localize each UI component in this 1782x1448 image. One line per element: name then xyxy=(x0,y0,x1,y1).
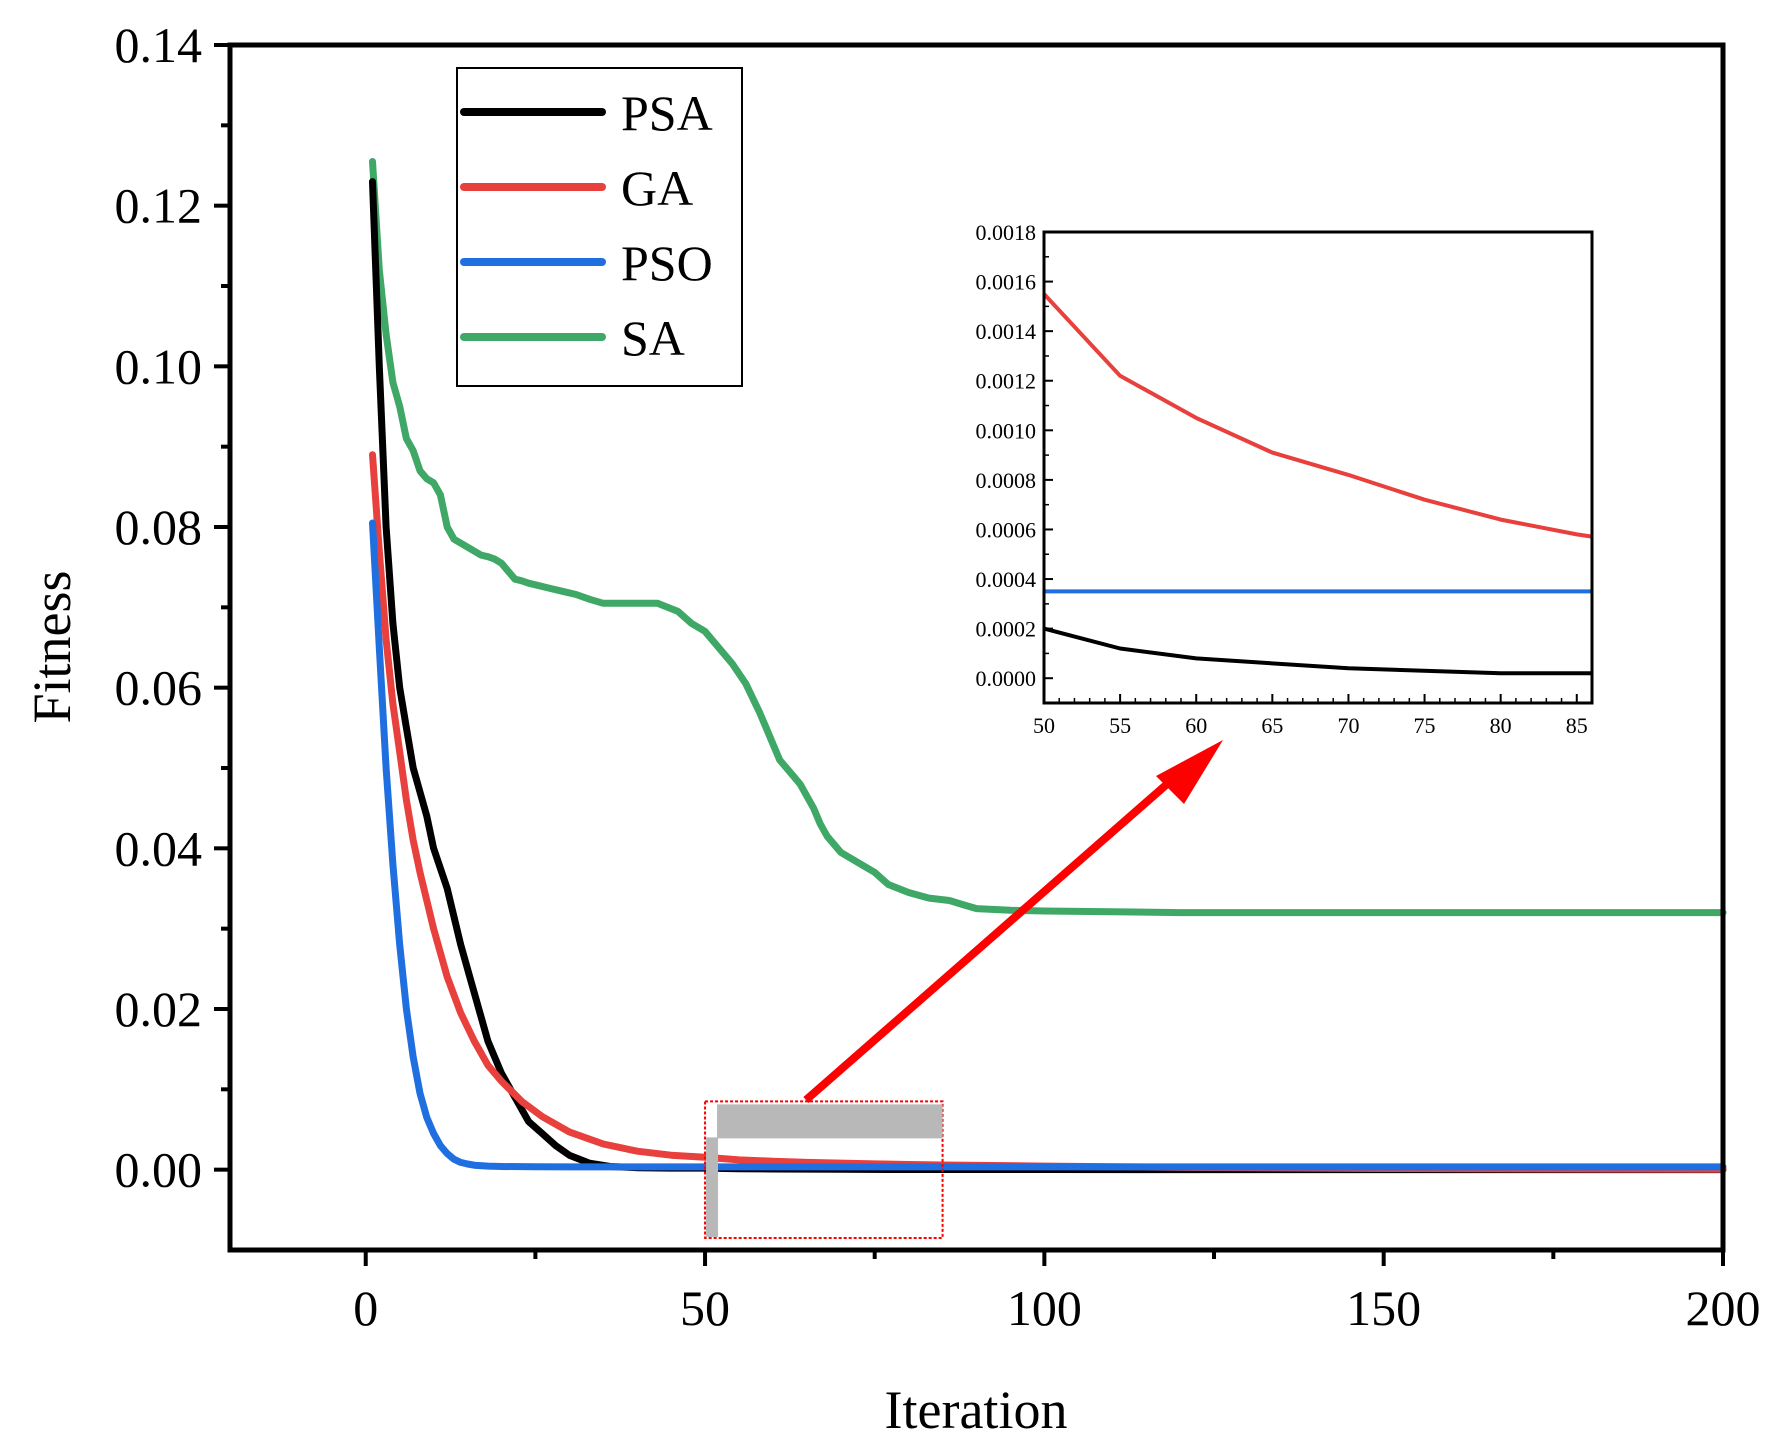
legend-label-psa: PSA xyxy=(621,85,713,141)
y-axis-title: Fitness xyxy=(22,570,82,723)
x-tick-label: 50 xyxy=(680,1280,730,1336)
series-line-sa xyxy=(369,158,1727,917)
y-tick-label: 0.14 xyxy=(115,17,203,73)
main-series-group xyxy=(369,158,1727,1174)
zoom-region-marker xyxy=(704,1100,944,1239)
inset-y-tick-label: 0.0012 xyxy=(976,369,1037,394)
inset-y-tick-label: 0.0000 xyxy=(976,666,1037,691)
y-tick-label: 0.04 xyxy=(115,820,203,876)
legend-label-sa: SA xyxy=(621,310,685,366)
zoom-arrow xyxy=(803,740,1223,1104)
inset-axis-ticks: 50 55 60 65 70 75 80 85 0.0000 0.0002 0.0004 0.0006… xyxy=(976,220,1593,738)
y-tick-label: 0.06 xyxy=(115,660,203,716)
inset-x-tick-label: 50 xyxy=(1033,713,1055,738)
zoom-region-left-band xyxy=(706,1137,719,1237)
x-tick-label: 150 xyxy=(1346,1280,1421,1336)
y-tick-label: 0.02 xyxy=(115,981,203,1037)
y-tick-label: 0.08 xyxy=(115,499,203,555)
legend-items: PSA GA PSO SA xyxy=(460,85,713,366)
inset-series-group xyxy=(1042,292,1593,676)
inset-x-tick-label: 85 xyxy=(1566,713,1588,738)
inset-series-line-psa xyxy=(1043,626,1592,676)
inset-x-tick-label: 80 xyxy=(1490,713,1512,738)
inset-y-tick-label: 0.0010 xyxy=(976,418,1037,443)
y-tick-label: 0.00 xyxy=(115,1142,203,1198)
legend-label-pso: PSO xyxy=(621,235,713,291)
inset-y-tick-label: 0.0008 xyxy=(976,468,1037,493)
inset-y-tick-label: 0.0014 xyxy=(976,319,1037,344)
x-tick-label: 0 xyxy=(353,1280,378,1336)
x-tick-label: 100 xyxy=(1007,1280,1082,1336)
legend-label-ga: GA xyxy=(621,160,693,216)
inset-y-tick-label: 0.0018 xyxy=(976,220,1037,245)
y-tick-label: 0.12 xyxy=(115,178,203,234)
inset-y-tick-label: 0.0002 xyxy=(976,617,1037,642)
zoom-region-outline xyxy=(704,1100,944,1239)
x-axis-title: Iteration xyxy=(885,1380,1068,1440)
legend: PSA GA PSO SA xyxy=(456,67,743,387)
inset-y-tick-label: 0.0004 xyxy=(976,567,1037,592)
zoom-region-top-band xyxy=(717,1104,943,1139)
y-axis-label: Fitness xyxy=(22,570,82,723)
inset-series-line-ga xyxy=(1042,292,1593,539)
plot-area: 0 50 100 150 200 0.00 0.02 0.04 0.06 0.08 0.10 0.12… xyxy=(115,17,1761,1336)
inset-x-tick-label: 60 xyxy=(1185,713,1207,738)
inset-x-tick-label: 65 xyxy=(1261,713,1283,738)
x-axis-label: Iteration xyxy=(885,1380,1068,1440)
x-tick-label: 200 xyxy=(1686,1280,1761,1336)
inset-x-tick-label: 55 xyxy=(1109,713,1131,738)
zoom-arrow-shaft xyxy=(803,781,1169,1104)
plot-frame xyxy=(227,42,1726,1253)
inset-plot: 50 55 60 65 70 75 80 85 0.0000 0.0002 0.0004 0.0006… xyxy=(976,220,1594,738)
main-axis-ticks: 0 50 100 150 200 0.00 0.02 0.04 0.06 0.08 0.10 0.12… xyxy=(115,17,1761,1336)
inset-y-tick-label: 0.0006 xyxy=(976,517,1037,542)
inset-y-tick-label: 0.0016 xyxy=(976,270,1037,295)
inset-x-tick-label: 75 xyxy=(1414,713,1436,738)
y-tick-label: 0.10 xyxy=(115,338,203,394)
inset-x-tick-label: 70 xyxy=(1337,713,1359,738)
series-line-pso xyxy=(369,519,1727,1171)
zoom-arrow-head xyxy=(1156,740,1223,804)
